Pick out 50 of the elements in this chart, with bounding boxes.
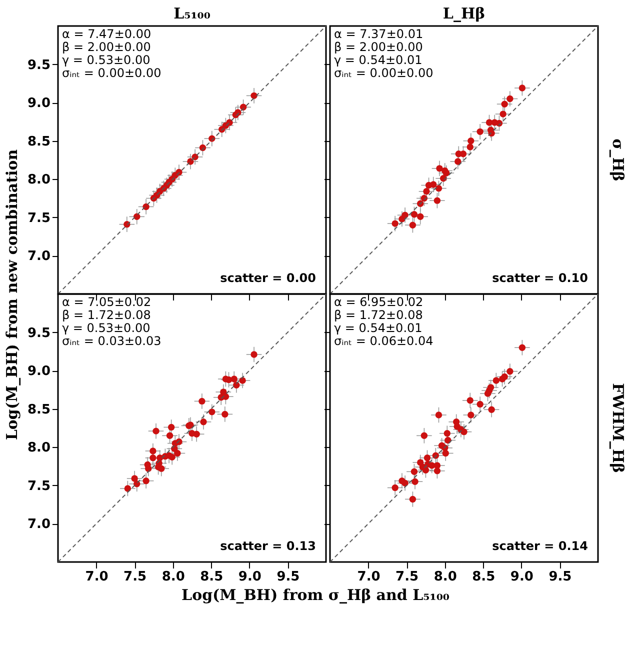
y-tick-label: 9.5 xyxy=(27,58,50,73)
y2-axis-title: σ_Hβ xyxy=(609,138,627,182)
x-tick-label: 7.5 xyxy=(124,570,147,584)
y-tick-label: 9.0 xyxy=(27,364,50,380)
x-tick-label: 7.0 xyxy=(357,570,380,584)
annotation: β = 1.72±0.08 xyxy=(334,308,423,322)
annotation: scatter = 0.00 xyxy=(220,271,316,285)
annotation: γ = 0.54±0.01 xyxy=(334,53,422,67)
annotation: β = 2.00±0.00 xyxy=(334,40,423,54)
annotation: scatter = 0.13 xyxy=(220,539,316,553)
annotation: scatter = 0.10 xyxy=(492,271,588,285)
annotation: scatter = 0.14 xyxy=(492,539,588,553)
annotation: β = 2.00±0.00 xyxy=(62,40,151,54)
annotation: γ = 0.54±0.01 xyxy=(334,321,422,335)
y-tick-label: 7.5 xyxy=(27,210,50,226)
y-tick-label: 8.5 xyxy=(27,134,50,150)
annotation: σᵢₙₜ = 0.03±0.03 xyxy=(62,334,162,348)
x-axis-title: Log(M_BH) from σ_Hβ and L₅₁₀₀ xyxy=(182,586,450,604)
y-tick-label: 7.0 xyxy=(27,249,50,264)
annotation: σᵢₙₜ = 0.00±0.00 xyxy=(334,66,434,80)
y-axis-title: Log(M_BH) from new combination xyxy=(3,149,22,440)
y-tick-label: 8.0 xyxy=(27,172,50,188)
annotation: σᵢₙₜ = 0.00±0.00 xyxy=(62,66,162,80)
chart-title: L_Hβ xyxy=(442,4,486,22)
annotation: α = 7.05±0.02 xyxy=(62,295,152,309)
annotation: α = 7.37±0.01 xyxy=(334,27,424,41)
x-tick-label: 8.5 xyxy=(472,570,496,584)
y-tick-label: 9.5 xyxy=(27,326,50,341)
x-tick-label: 8.0 xyxy=(434,570,457,584)
y-tick-label: 8.5 xyxy=(27,402,50,418)
annotation: α = 7.47±0.00 xyxy=(62,27,152,41)
x-tick-label: 9.5 xyxy=(548,570,572,584)
x-tick-label: 9.5 xyxy=(276,570,300,584)
annotation: γ = 0.53±0.00 xyxy=(62,321,150,335)
y2-axis-title: FWHM_Hβ xyxy=(609,383,627,473)
x-tick-label: 9.0 xyxy=(238,570,262,584)
y-tick-label: 9.0 xyxy=(27,96,50,112)
chart-title: L₅₁₀₀ xyxy=(174,4,211,22)
x-tick-label: 7.5 xyxy=(396,570,419,584)
y-tick-label: 7.0 xyxy=(27,517,50,532)
annotation: γ = 0.53±0.00 xyxy=(62,53,150,67)
annotation: σᵢₙₜ = 0.06±0.04 xyxy=(334,334,434,348)
y-tick-label: 8.0 xyxy=(27,440,50,456)
x-tick-label: 9.0 xyxy=(510,570,534,584)
x-tick-label: 8.0 xyxy=(162,570,185,584)
x-tick-label: 8.5 xyxy=(200,570,224,584)
annotation: α = 6.95±0.02 xyxy=(334,295,424,309)
x-tick-label: 7.0 xyxy=(85,570,108,584)
y-tick-label: 7.5 xyxy=(27,478,50,494)
annotation: β = 1.72±0.08 xyxy=(62,308,151,322)
